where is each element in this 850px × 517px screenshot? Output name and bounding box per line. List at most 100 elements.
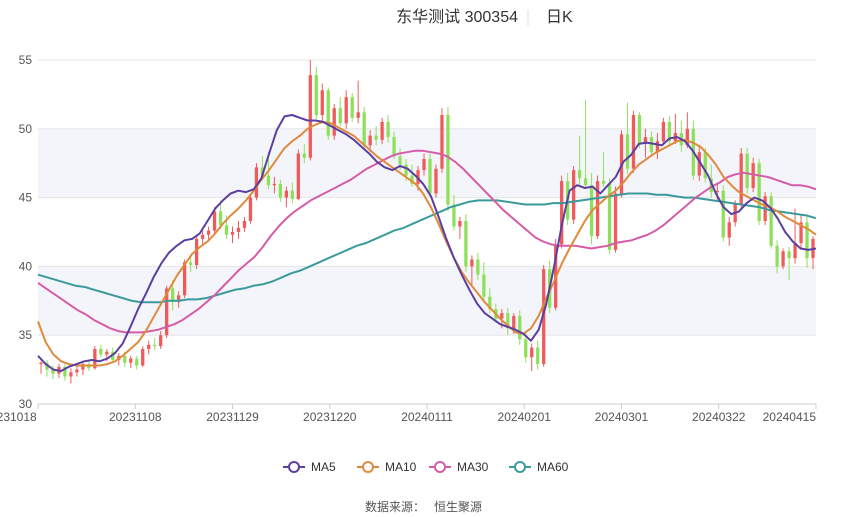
candles-layer <box>39 60 815 384</box>
candle-body <box>577 170 582 179</box>
candle-body <box>661 121 666 142</box>
candle-body <box>715 190 719 193</box>
candle-body <box>242 220 247 228</box>
candle-body <box>290 190 294 199</box>
y-tick-label: 55 <box>19 53 33 67</box>
candle-body <box>224 225 229 235</box>
candle-body <box>518 315 522 340</box>
candle-body <box>176 295 181 303</box>
chart-header: 东华测试 300354 日K <box>396 8 573 26</box>
x-tick-label: 20231129 <box>206 410 259 424</box>
candle-body <box>278 183 283 198</box>
moving-average-lines <box>37 114 817 372</box>
candle-body <box>350 97 354 118</box>
candle-body <box>530 347 534 358</box>
candle-body <box>542 269 546 365</box>
chart-title: 东华测试 300354 <box>396 8 518 26</box>
candle-body <box>703 152 707 179</box>
candle-body <box>601 181 606 184</box>
candle-body <box>99 348 103 355</box>
candle-body <box>751 163 755 188</box>
candle-body <box>392 137 396 157</box>
candle-body <box>260 167 265 176</box>
candle-body <box>757 163 761 221</box>
candle-body <box>500 313 504 319</box>
candle-body <box>105 351 109 355</box>
candle-body <box>75 369 79 373</box>
data-source: 数据来源： 恒生聚源 <box>365 499 482 514</box>
candle-body <box>739 153 743 205</box>
candle-body <box>571 170 576 220</box>
candle-body <box>230 232 235 235</box>
candle-body <box>434 168 438 194</box>
candle-body <box>200 234 205 239</box>
candle-body <box>123 355 127 363</box>
candle-body <box>685 128 689 146</box>
candle-body <box>404 164 408 176</box>
candle-body <box>524 339 528 358</box>
chart-legend: MA5 MA10 MA30 MA60 <box>283 460 569 474</box>
legend-label: MA10 <box>385 460 417 474</box>
candle-body <box>440 115 444 169</box>
candle-body <box>344 97 348 124</box>
legend-label: MA5 <box>311 460 336 474</box>
candle-body <box>248 197 253 221</box>
x-tick-label: 20240322 <box>692 410 746 424</box>
candle-body <box>296 153 300 199</box>
candle-body <box>206 230 211 235</box>
candle-body <box>398 156 402 165</box>
candle-body <box>428 159 432 194</box>
candle-body <box>308 75 312 158</box>
candle-body <box>314 75 318 116</box>
candle-body <box>595 181 600 237</box>
candle-body <box>560 181 564 245</box>
candle-body <box>320 90 324 116</box>
candle-body <box>356 112 360 118</box>
candle-body <box>422 159 426 171</box>
legend-label: MA30 <box>457 460 489 474</box>
ma30-line <box>37 149 817 334</box>
candle-body <box>81 364 85 370</box>
candle-body <box>506 313 510 329</box>
candle-body <box>793 243 797 259</box>
candle-body <box>781 251 785 267</box>
legend-swatch-marker <box>434 461 446 473</box>
legend-label: MA60 <box>537 460 569 474</box>
candle-body <box>194 238 199 266</box>
y-tick-label: 30 <box>19 397 33 411</box>
x-tick-label: 20240201 <box>498 410 552 424</box>
candle-body <box>380 121 384 140</box>
candle-body <box>446 115 450 205</box>
candle-body <box>727 222 731 238</box>
candle-body <box>302 153 306 158</box>
candle-body <box>254 167 259 198</box>
candle-body <box>769 196 773 246</box>
grid-lines <box>38 59 816 405</box>
chart-subtitle: 日K <box>546 9 573 26</box>
candle-body <box>458 220 462 227</box>
candle-body <box>787 251 791 259</box>
x-tick-label: 20240415 <box>763 410 817 424</box>
source-label: 数据来源： <box>365 499 425 514</box>
candle-body <box>218 211 223 226</box>
candle-body <box>799 222 803 244</box>
candle-body <box>326 90 330 136</box>
candle-body <box>129 358 133 363</box>
candle-body <box>171 288 175 303</box>
x-tick-label: 20240301 <box>595 410 649 424</box>
candle-body <box>512 315 516 329</box>
candle-body <box>332 108 336 136</box>
candle-body <box>476 259 480 275</box>
candle-body <box>362 112 366 146</box>
candle-body <box>488 296 492 310</box>
x-tick-label: 20240111 <box>401 410 453 424</box>
candle-body <box>613 193 618 250</box>
candle-body <box>266 175 271 186</box>
candle-body <box>135 358 139 366</box>
candle-body <box>182 262 187 296</box>
candle-body <box>464 220 468 267</box>
candle-body <box>93 348 97 369</box>
candle-body <box>721 190 725 238</box>
candle-body <box>159 335 163 347</box>
